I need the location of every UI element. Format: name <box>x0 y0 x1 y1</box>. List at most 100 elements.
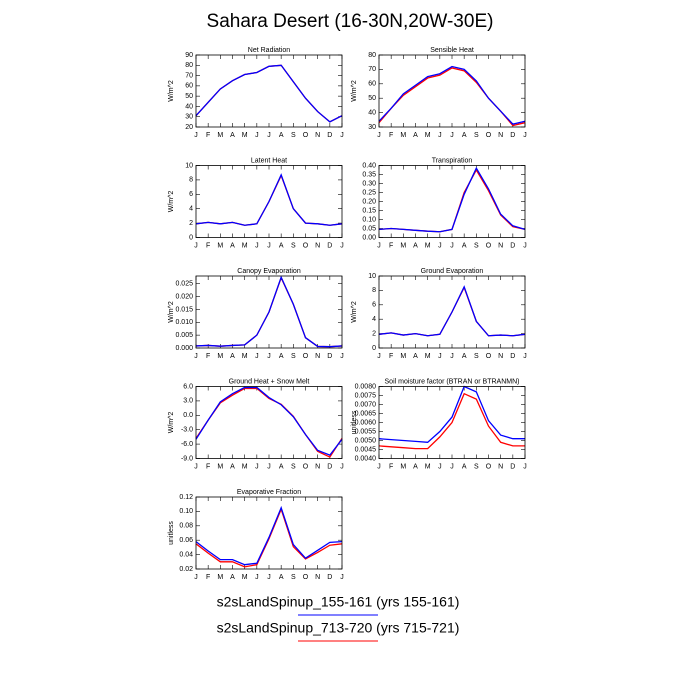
x-tick-label: M <box>425 132 431 139</box>
plot-frame <box>195 165 343 238</box>
y-axis-label: W/m^2 <box>168 301 175 323</box>
y-tick-label: 0 <box>189 234 193 241</box>
x-tick-label: J <box>194 463 198 470</box>
x-tick-label: S <box>474 132 479 139</box>
x-tick-label: J <box>267 132 271 139</box>
y-tick-label: 0.10 <box>179 508 193 515</box>
y-tick-label: 40 <box>185 103 193 110</box>
y-tick-label: 0.30 <box>362 180 376 187</box>
x-tick-label: F <box>389 353 393 360</box>
x-tick-label: O <box>303 353 309 360</box>
x-tick-label: D <box>510 353 515 360</box>
y-tick-label: 6.0 <box>183 383 193 390</box>
series-line <box>378 168 526 233</box>
x-tick-label: M <box>242 463 248 470</box>
x-tick-label: A <box>413 132 418 139</box>
x-tick-label: A <box>230 242 235 249</box>
x-tick-label: N <box>315 463 320 470</box>
series-line <box>195 386 343 456</box>
x-tick-label: J <box>438 353 442 360</box>
x-tick-label: F <box>206 574 210 581</box>
y-tick-label: 0.25 <box>362 189 376 196</box>
x-tick-label: D <box>510 132 515 139</box>
y-tick-label: 0.005 <box>175 332 193 339</box>
x-tick-label: F <box>206 242 210 249</box>
x-tick-label: J <box>340 242 344 249</box>
x-tick-label: M <box>425 463 431 470</box>
y-tick-label: 0.0075 <box>355 392 377 399</box>
figure-title: Sahara Desert (16-30N,20W-30E) <box>207 11 494 32</box>
x-tick-label: M <box>217 574 223 581</box>
y-tick-label: 0.02 <box>179 566 193 573</box>
x-tick-label: M <box>242 574 248 581</box>
series-line <box>195 505 343 566</box>
y-tick-label: 30 <box>185 114 193 121</box>
x-tick-label: A <box>413 463 418 470</box>
panel-title: Sensible Heat <box>430 47 474 54</box>
x-tick-label: M <box>425 242 431 249</box>
x-tick-label: A <box>230 463 235 470</box>
x-tick-label: F <box>206 463 210 470</box>
x-tick-label: F <box>389 242 393 249</box>
y-tick-label: 80 <box>185 62 193 69</box>
y-tick-label: 3.0 <box>183 398 193 405</box>
y-tick-label: 90 <box>185 52 193 59</box>
x-tick-label: D <box>327 574 332 581</box>
series-line <box>378 65 526 125</box>
plot-frame <box>195 386 343 459</box>
y-tick-label: 0.35 <box>362 171 376 178</box>
panel-title: Ground Evaporation <box>421 268 484 275</box>
x-tick-label: S <box>291 242 296 249</box>
x-tick-label: M <box>400 132 406 139</box>
y-tick-label: 0.010 <box>175 319 193 326</box>
series-line <box>378 392 525 450</box>
series-line <box>195 173 343 226</box>
y-tick-label: 2 <box>189 220 193 227</box>
x-tick-label: J <box>523 353 527 360</box>
y-tick-label: 30 <box>368 124 376 131</box>
x-tick-label: J <box>450 132 454 139</box>
x-tick-label: M <box>217 463 223 470</box>
y-tick-label: -3.0 <box>181 427 193 434</box>
y-axis-label: W/m^2 <box>168 191 175 213</box>
y-axis-label: W/m^2 <box>351 80 358 102</box>
panel-title: Canopy Evaporation <box>237 268 301 275</box>
x-tick-label: J <box>340 353 344 360</box>
x-tick-label: J <box>194 353 198 360</box>
y-tick-label: 0.15 <box>362 207 376 214</box>
y-tick-label: 0.05 <box>362 225 376 232</box>
x-tick-label: A <box>462 132 467 139</box>
x-tick-label: J <box>523 463 527 470</box>
y-tick-label: 0.0040 <box>355 455 377 462</box>
x-tick-label: O <box>486 242 492 249</box>
x-tick-label: S <box>291 132 296 139</box>
x-tick-label: S <box>474 242 479 249</box>
plot-frame <box>378 386 526 459</box>
panel-title: Soil moisture factor (BTRAN or BTRANMN) <box>385 378 520 385</box>
x-tick-label: M <box>400 463 406 470</box>
x-tick-label: N <box>315 132 320 139</box>
legend-label: s2sLandSpinup_155-161 (yrs 155-161) <box>217 594 460 610</box>
y-tick-label: 20 <box>185 124 193 131</box>
x-tick-label: M <box>217 132 223 139</box>
x-tick-label: A <box>279 574 284 581</box>
x-tick-label: M <box>400 353 406 360</box>
x-tick-label: A <box>462 353 467 360</box>
x-tick-label: A <box>279 242 284 249</box>
x-tick-label: D <box>327 353 332 360</box>
y-tick-label: -6.0 <box>181 441 193 448</box>
y-tick-label: 6 <box>189 191 193 198</box>
y-tick-label: 0.0 <box>183 412 193 419</box>
x-tick-label: J <box>523 132 527 139</box>
x-tick-label: J <box>194 132 198 139</box>
x-tick-label: A <box>279 353 284 360</box>
x-tick-label: J <box>340 132 344 139</box>
y-tick-label: 60 <box>368 81 376 88</box>
x-tick-label: D <box>510 463 515 470</box>
y-tick-label: 0.12 <box>179 494 193 501</box>
plot-frame <box>378 165 526 238</box>
x-tick-label: J <box>267 242 271 249</box>
y-tick-label: 0.08 <box>179 523 193 530</box>
x-tick-label: N <box>498 132 503 139</box>
y-tick-label: 4 <box>372 316 376 323</box>
